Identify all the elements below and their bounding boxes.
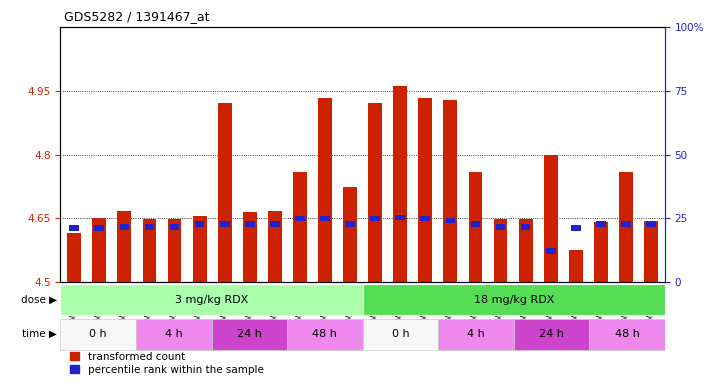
Bar (619, 172, 633, 282)
Text: 24 h: 24 h (237, 329, 262, 339)
Bar (594, 222, 608, 282)
Bar (245, 221, 255, 227)
Text: 18 mg/kg RDX: 18 mg/kg RDX (474, 295, 554, 305)
Text: 0 h: 0 h (90, 329, 107, 339)
Text: 48 h: 48 h (312, 329, 337, 339)
Bar (320, 215, 330, 221)
Bar (621, 221, 631, 227)
Bar (438, 319, 514, 349)
Bar (295, 215, 305, 221)
Bar (569, 250, 582, 282)
Bar (546, 248, 555, 253)
Text: 4 h: 4 h (165, 329, 183, 339)
Bar (393, 86, 407, 282)
Text: 4 h: 4 h (467, 329, 485, 339)
Text: GDS5282 / 1391467_at: GDS5282 / 1391467_at (64, 10, 210, 23)
Bar (168, 219, 181, 282)
Bar (268, 211, 282, 282)
Bar (471, 221, 481, 227)
Bar (318, 98, 332, 282)
Bar (368, 103, 382, 282)
Bar (596, 221, 606, 227)
Text: dose ▶: dose ▶ (21, 295, 57, 305)
Bar (363, 284, 665, 315)
Bar (193, 216, 206, 282)
Bar (170, 224, 179, 230)
Bar (136, 319, 212, 349)
Bar (469, 172, 482, 282)
Text: 48 h: 48 h (614, 329, 639, 339)
Bar (496, 224, 506, 230)
Bar (287, 319, 363, 349)
Bar (143, 219, 156, 282)
Bar (218, 103, 232, 282)
Text: 3 mg/kg RDX: 3 mg/kg RDX (175, 295, 248, 305)
Bar (493, 219, 508, 282)
Bar (195, 221, 205, 227)
Bar (92, 218, 106, 282)
Bar (589, 319, 665, 349)
Bar (70, 225, 79, 231)
Bar (370, 215, 380, 221)
Bar (68, 233, 81, 282)
Bar (514, 319, 589, 349)
Bar (646, 221, 656, 227)
Bar (270, 221, 279, 227)
Legend: transformed count, percentile rank within the sample: transformed count, percentile rank withi… (65, 348, 267, 379)
Bar (519, 219, 533, 282)
Bar (446, 218, 455, 223)
Bar (346, 221, 355, 227)
Bar (363, 319, 438, 349)
Text: 0 h: 0 h (392, 329, 410, 339)
Bar (60, 284, 363, 315)
Text: time ▶: time ▶ (22, 329, 57, 339)
Bar (293, 172, 307, 282)
Bar (520, 224, 530, 230)
Bar (420, 215, 430, 221)
Bar (444, 100, 457, 282)
Bar (418, 98, 432, 282)
Bar (343, 187, 357, 282)
Bar (117, 211, 132, 282)
Bar (243, 212, 257, 282)
Bar (95, 225, 104, 231)
Bar (644, 220, 658, 282)
Bar (119, 224, 129, 230)
Text: 24 h: 24 h (539, 329, 564, 339)
Bar (395, 215, 405, 220)
Bar (571, 225, 581, 231)
Bar (544, 155, 557, 282)
Bar (144, 224, 154, 230)
Bar (220, 221, 230, 227)
Bar (212, 319, 287, 349)
Bar (60, 319, 136, 349)
